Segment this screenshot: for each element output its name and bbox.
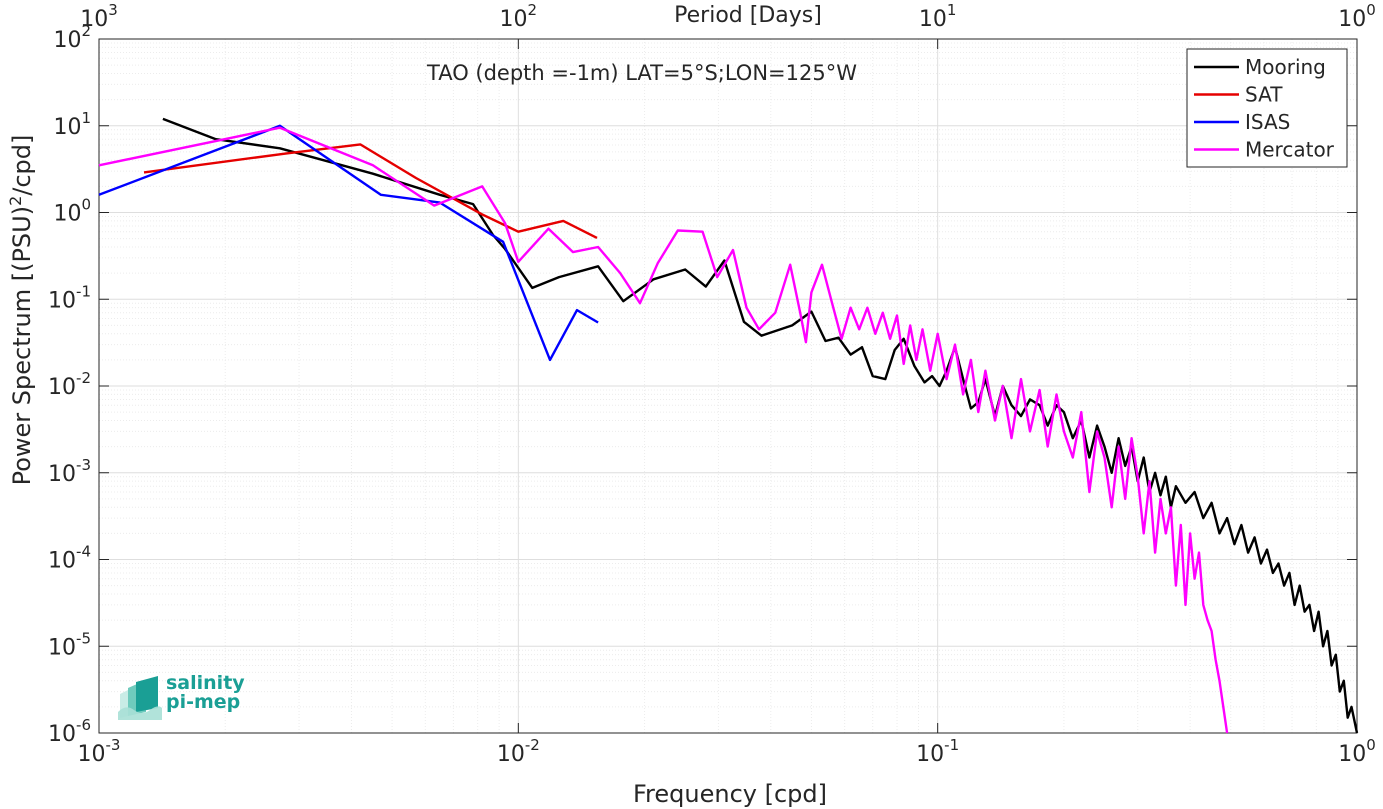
logo-icon xyxy=(118,676,162,720)
legend-label: Mercator xyxy=(1245,138,1335,162)
y-axis-label-sup: 2 xyxy=(6,196,25,206)
y-tick-label: 10-5 xyxy=(48,629,91,660)
top-tick-label: 103 xyxy=(80,1,118,32)
legend: Mooring SAT ISAS Mercator xyxy=(1186,48,1348,168)
series-line-mooring xyxy=(162,117,1359,734)
y-axis-label-main: Power Spectrum [(PSU) xyxy=(8,206,36,485)
legend-label: Mooring xyxy=(1245,55,1326,79)
grid-lines xyxy=(98,39,1357,734)
chart-title: TAO (depth =-1m) LAT=5°S;LON=125°W xyxy=(426,61,857,85)
top-tick-label: 100 xyxy=(1338,1,1376,32)
y-tick-label: 101 xyxy=(53,109,91,140)
series-line-mercator xyxy=(98,126,1229,734)
y-tick-label: 10-3 xyxy=(48,456,91,487)
y-tick-label: 10-2 xyxy=(48,369,91,400)
y-axis-label-tail: /cpd] xyxy=(8,135,36,196)
y-tick-label: 100 xyxy=(53,196,91,227)
x-tick-label: 10-2 xyxy=(497,736,540,767)
x-axis-label: Frequency [cpd] xyxy=(633,780,827,808)
x-tick-label: 100 xyxy=(1338,736,1376,767)
legend-box xyxy=(1186,48,1348,168)
data-series xyxy=(98,117,1359,734)
legend-label: SAT xyxy=(1245,83,1283,107)
legend-label: ISAS xyxy=(1245,110,1290,134)
y-axis-label: Power Spectrum [(PSU)2/cpd] xyxy=(6,135,36,486)
logo-line-1: salinity xyxy=(166,672,245,694)
y-tick-label: 10-6 xyxy=(48,716,91,747)
top-tick-label: 102 xyxy=(500,1,538,32)
y-tick-label: 10-1 xyxy=(48,282,91,313)
top-axis-label: Period [Days] xyxy=(674,3,822,28)
series-line-sat xyxy=(143,143,598,239)
logo-line-2: pi-mep xyxy=(166,691,241,713)
y-tick-label: 102 xyxy=(53,22,91,53)
x-tick-label: 10-1 xyxy=(916,736,959,767)
x-tick-label: 10-3 xyxy=(78,736,121,767)
salinity-pi-mep-logo: salinity pi-mep xyxy=(116,672,256,722)
logo-text: salinity pi-mep xyxy=(166,674,245,712)
y-tick-label: 10-4 xyxy=(48,543,91,574)
series-line-isas xyxy=(98,124,599,362)
top-tick-label: 101 xyxy=(919,1,957,32)
